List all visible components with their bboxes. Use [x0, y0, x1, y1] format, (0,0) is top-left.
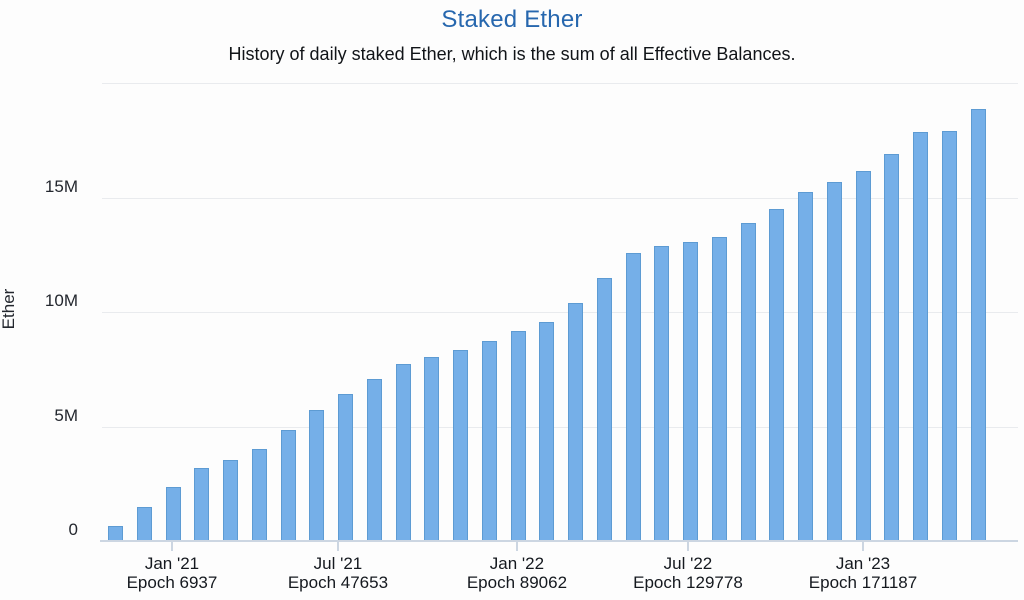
x-label-epoch: Epoch 6937: [126, 573, 218, 592]
x-label-jan22: Jan '22 Epoch 89062: [407, 554, 627, 592]
bar-feb21[interactable]: [194, 467, 210, 541]
bar-jan22[interactable]: [510, 330, 526, 541]
bar-sep22[interactable]: [740, 222, 756, 541]
bar-apr22[interactable]: [596, 277, 612, 541]
bar-mar22[interactable]: [568, 302, 583, 541]
bar-oct21[interactable]: [424, 356, 440, 541]
bar-may22[interactable]: [625, 252, 641, 541]
x-label-epoch: Epoch 129778: [633, 573, 743, 592]
bar-jun22[interactable]: [654, 245, 670, 541]
gridline-20M: [102, 83, 1018, 84]
bar-mar23[interactable]: [913, 132, 928, 541]
bar-feb23[interactable]: [884, 154, 900, 541]
bar-mar21[interactable]: [223, 459, 238, 541]
y-label-0: 0: [68, 520, 78, 539]
gridline-15M: [102, 197, 1018, 199]
bar-apr23[interactable]: [941, 131, 957, 541]
chart-title: Staked Ether: [441, 6, 583, 33]
x-label-month: Jan '21: [144, 554, 200, 573]
bar-jan23[interactable]: [855, 170, 871, 541]
bar-oct22[interactable]: [769, 208, 785, 541]
bar-may21[interactable]: [280, 429, 296, 541]
bar-feb22[interactable]: [539, 321, 555, 541]
bar-dec22[interactable]: [826, 181, 842, 541]
y-label-15M: 15M: [44, 176, 78, 196]
bar-sep21[interactable]: [395, 363, 411, 541]
chart-subtitle: History of daily staked Ether, which is …: [228, 44, 796, 64]
plot-area: [102, 83, 1018, 541]
bar-apr21[interactable]: [251, 448, 267, 541]
gridline-10M: [102, 312, 1018, 313]
bar-jun21[interactable]: [309, 410, 325, 541]
y-label-5M: 5M: [54, 405, 78, 425]
x-axis-line: [100, 540, 1018, 542]
x-tick-epoch-6937: [170, 542, 173, 551]
x-label-jan21: Jan '21 Epoch 6937: [62, 554, 282, 592]
x-label-jul21: Jul '21 Epoch 47653: [228, 554, 448, 592]
x-label-jan23: Jan '23 Epoch 171187: [753, 554, 973, 592]
y-label-10M: 10M: [44, 291, 78, 310]
bar-dec20[interactable]: [136, 506, 152, 541]
bar-jul22[interactable]: [683, 241, 698, 541]
x-label-month: Jan '22: [489, 554, 545, 573]
x-label-month: Jan '23: [835, 554, 891, 573]
x-label-month: Jul '21: [313, 554, 363, 573]
x-label-month: Jul '22: [663, 554, 713, 573]
x-tick-epoch-47653: [336, 542, 339, 551]
x-tick-epoch-171187: [862, 542, 864, 551]
x-label-epoch: Epoch 47653: [287, 573, 389, 592]
x-tick-epoch-89062: [515, 542, 518, 551]
bar-aug22[interactable]: [711, 236, 727, 541]
gridline-5M: [102, 426, 1018, 428]
bar-nov22[interactable]: [798, 191, 813, 541]
bar-may23[interactable]: [970, 109, 986, 541]
x-label-epoch: Epoch 89062: [466, 573, 568, 592]
bar-nov20[interactable]: [108, 526, 123, 541]
bar-jan21[interactable]: [165, 486, 181, 541]
x-label-epoch: Epoch 171187: [808, 573, 918, 592]
bar-aug21[interactable]: [366, 378, 382, 541]
bar-dec21[interactable]: [481, 340, 497, 541]
bar-jul21[interactable]: [338, 393, 353, 541]
bar-nov21[interactable]: [453, 349, 468, 541]
x-label-jul22: Jul '22 Epoch 129778: [578, 554, 798, 592]
x-tick-epoch-129778: [686, 542, 689, 551]
